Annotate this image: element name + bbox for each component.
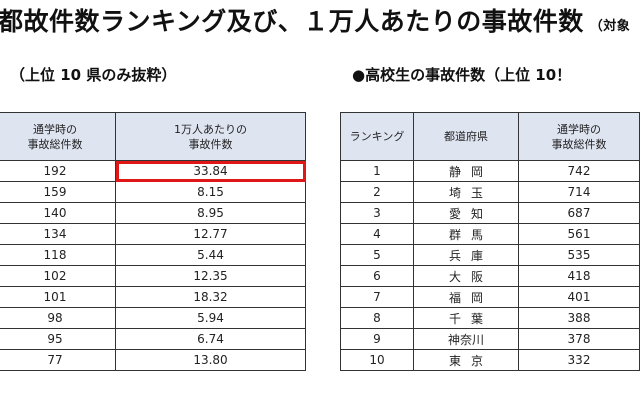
- column-header: 通学時の 事故総件数: [0, 112, 116, 161]
- prefecture-cell: 福岡: [413, 286, 519, 308]
- table-row: 5 兵庫 535: [340, 244, 640, 266]
- per-10000-cell: 5.44: [115, 244, 306, 266]
- column-header-label: 通学時の 事故総件数: [551, 122, 607, 151]
- table-row: 101 18.32: [0, 286, 306, 308]
- left-table-body: 192 33.84 159 8.15 140 8.95 134 12.77 118 5.44 102…: [0, 160, 306, 371]
- table-row: 98 5.94: [0, 307, 306, 329]
- table-row: 118 5.44: [0, 244, 306, 266]
- total-accidents-cell: 714: [518, 181, 640, 203]
- column-header-label: 通学時の 事故総件数: [27, 122, 83, 151]
- per-10000-cell: 12.35: [115, 265, 306, 287]
- title-text: 都故件数ランキング及び、１万人あたりの事故件数: [0, 7, 584, 36]
- right-table: ランキング 都道府県 通学時の 事故総件数 1 静岡 742 2 埼玉 714 3 愛知 687 4…: [340, 112, 640, 371]
- prefecture-cell: 大阪: [413, 265, 519, 287]
- rank-cell: 6: [340, 265, 414, 287]
- total-accidents-cell: 378: [518, 328, 640, 350]
- table-row: 95 6.74: [0, 328, 306, 350]
- table-row: 3 愛知 687: [340, 202, 640, 224]
- total-accidents-cell: 118: [0, 244, 116, 266]
- table-row: 6 大阪 418: [340, 265, 640, 287]
- column-header: ランキング: [340, 112, 414, 161]
- rank-cell: 4: [340, 223, 414, 245]
- prefecture-cell: 群馬: [413, 223, 519, 245]
- prefecture-cell: 静岡: [413, 160, 519, 182]
- total-accidents-cell: 687: [518, 202, 640, 224]
- total-accidents-cell: 102: [0, 265, 116, 287]
- prefecture-cell: 神奈川: [413, 328, 519, 350]
- table-row: 9 神奈川 378: [340, 328, 640, 350]
- total-accidents-cell: 388: [518, 307, 640, 329]
- rank-cell: 8: [340, 307, 414, 329]
- table-row: 140 8.95: [0, 202, 306, 224]
- column-header: 都道府県: [413, 112, 519, 161]
- table-row: 7 福岡 401: [340, 286, 640, 308]
- per-10000-cell: 5.94: [115, 307, 306, 329]
- rank-cell: 2: [340, 181, 414, 203]
- prefecture-cell: 埼玉: [413, 181, 519, 203]
- highlighted-cell: 33.84: [115, 160, 306, 182]
- total-accidents-cell: 192: [0, 160, 116, 182]
- column-header: 1万人あたりの 事故件数: [115, 112, 306, 161]
- prefecture-cell: 兵庫: [413, 244, 519, 266]
- total-accidents-cell: 101: [0, 286, 116, 308]
- table-row: 2 埼玉 714: [340, 181, 640, 203]
- total-accidents-cell: 742: [518, 160, 640, 182]
- rank-cell: 10: [340, 349, 414, 371]
- total-accidents-cell: 535: [518, 244, 640, 266]
- total-accidents-cell: 140: [0, 202, 116, 224]
- right-table-body: 1 静岡 742 2 埼玉 714 3 愛知 687 4 群馬 561 5 兵庫 535 6 大阪 418 7 福岡 4…: [340, 160, 640, 371]
- per-10000-cell: 8.95: [115, 202, 306, 224]
- total-accidents-cell: 401: [518, 286, 640, 308]
- total-accidents-cell: 159: [0, 181, 116, 203]
- table-row: 159 8.15: [0, 181, 306, 203]
- total-accidents-cell: 332: [518, 349, 640, 371]
- rank-cell: 9: [340, 328, 414, 350]
- rank-cell: 7: [340, 286, 414, 308]
- table-row: 134 12.77: [0, 223, 306, 245]
- total-accidents-cell: 95: [0, 328, 116, 350]
- table-row: 1 静岡 742: [340, 160, 640, 182]
- rank-cell: 5: [340, 244, 414, 266]
- column-header-label: 1万人あたりの 事故件数: [174, 122, 247, 151]
- table-row: 102 12.35: [0, 265, 306, 287]
- total-accidents-cell: 134: [0, 223, 116, 245]
- rank-cell: 3: [340, 202, 414, 224]
- total-accidents-cell: 561: [518, 223, 640, 245]
- total-accidents-cell: 98: [0, 307, 116, 329]
- right-subtitle: ●高校生の事故件数（上位 10！: [352, 66, 572, 84]
- page-title: 都故件数ランキング及び、１万人あたりの事故件数 （対象: [0, 2, 630, 38]
- per-10000-cell: 13.80: [115, 349, 306, 371]
- table-row: 4 群馬 561: [340, 223, 640, 245]
- prefecture-cell: 千葉: [413, 307, 519, 329]
- per-10000-cell: 8.15: [115, 181, 306, 203]
- table-row: 192 33.84: [0, 160, 306, 182]
- total-accidents-cell: 77: [0, 349, 116, 371]
- table-row: 8 千葉 388: [340, 307, 640, 329]
- table-row: 10 東京 332: [340, 349, 640, 371]
- per-10000-cell: 12.77: [115, 223, 306, 245]
- prefecture-cell: 愛知: [413, 202, 519, 224]
- column-header-label: ランキング: [349, 130, 405, 143]
- per-10000-cell: 18.32: [115, 286, 306, 308]
- prefecture-cell: 東京: [413, 349, 519, 371]
- rank-cell: 1: [340, 160, 414, 182]
- title-note: （対象: [589, 19, 631, 34]
- column-header: 通学時の 事故総件数: [518, 112, 640, 161]
- table-row: 77 13.80: [0, 349, 306, 371]
- per-10000-cell: 6.74: [115, 328, 306, 350]
- left-subtitle: （上位 10 県のみ抜粋）: [10, 66, 177, 84]
- column-header-label: 都道府県: [444, 130, 488, 143]
- total-accidents-cell: 418: [518, 265, 640, 287]
- left-table: 通学時の 事故総件数 1万人あたりの 事故件数 192 33.84 159 8.15 140…: [0, 112, 306, 371]
